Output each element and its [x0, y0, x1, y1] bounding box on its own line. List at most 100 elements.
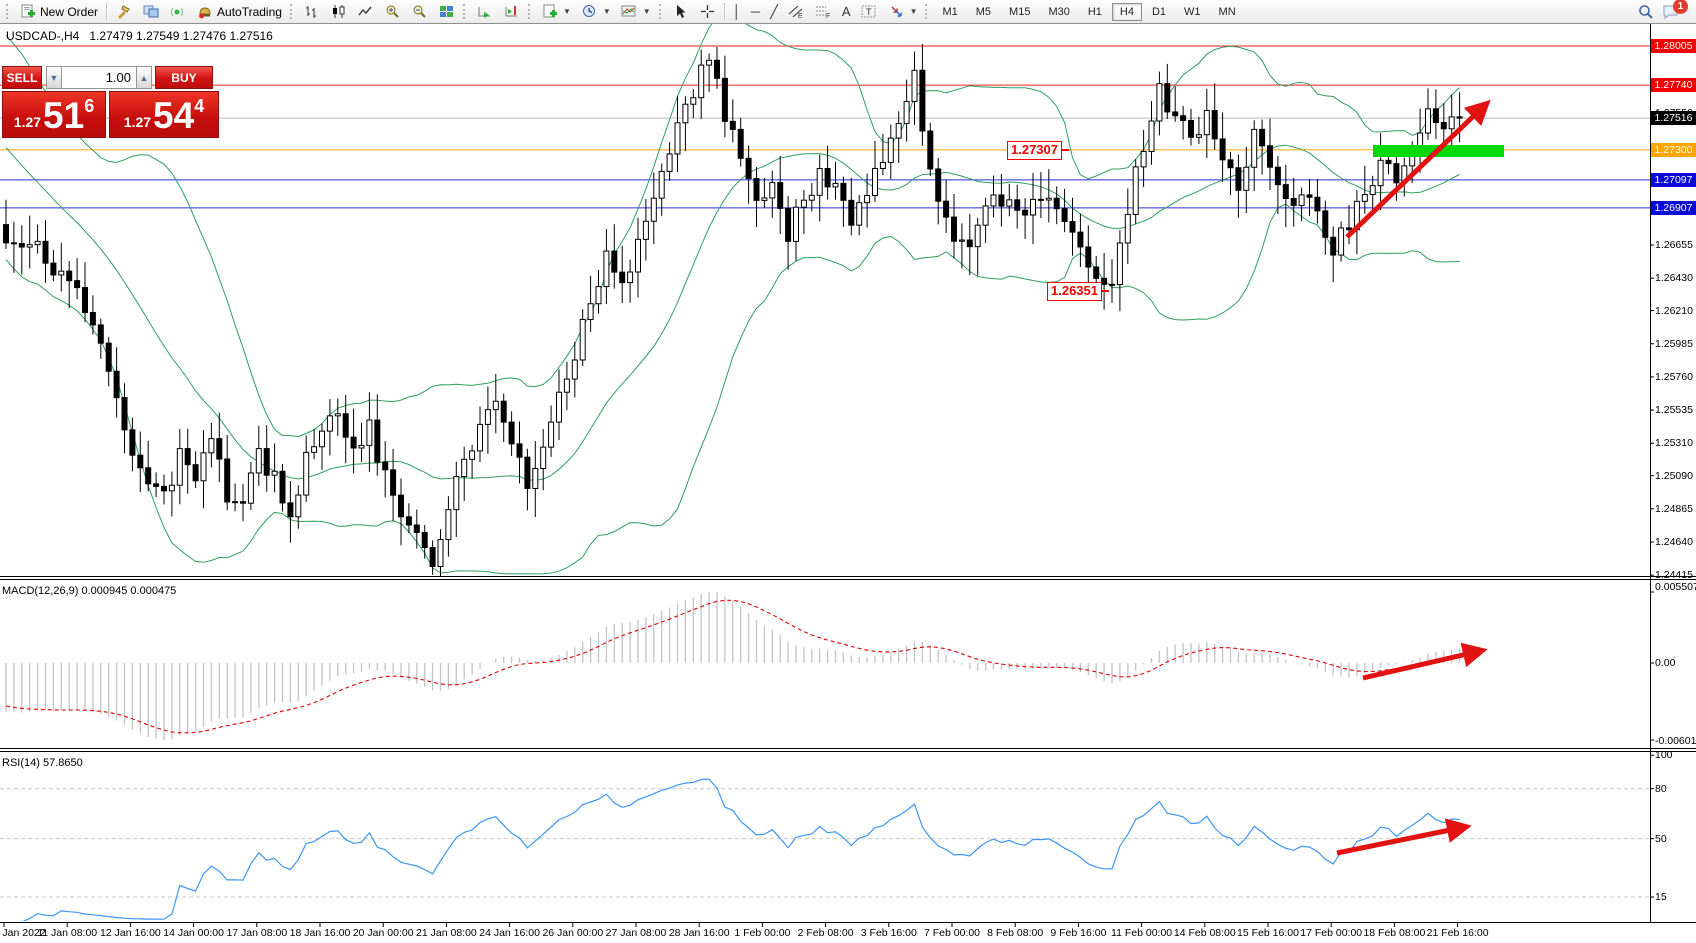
trend-arrow-price[interactable] [1345, 99, 1491, 239]
search-icon[interactable] [1637, 3, 1654, 20]
equidistant-channel-icon: E [788, 3, 805, 20]
toolbar-grip [658, 4, 664, 19]
profiles-button[interactable] [137, 1, 164, 23]
horizontal-line-tool-button[interactable]: ─ [746, 1, 765, 23]
candlestick [864, 195, 871, 204]
time-axis-label: 15 Feb 16:00 [1237, 927, 1299, 939]
autotrading-button[interactable]: AutoTrading [191, 1, 287, 23]
trend-arrow-macd[interactable] [1362, 642, 1488, 681]
price-tick-label: 1.25985 [1655, 337, 1693, 350]
rsi-panel[interactable] [0, 778, 1650, 922]
templates-dropdown[interactable]: ▼ [616, 1, 656, 23]
candlestick [887, 137, 894, 163]
current-price-badge: 1.27516 [1651, 111, 1696, 126]
price-annotation[interactable]: 1.27307 [1007, 141, 1069, 160]
signals-button[interactable] [164, 1, 191, 23]
trendline-tool-button[interactable]: ╱ [765, 1, 783, 23]
candlestick [800, 199, 807, 208]
candlestick [1124, 213, 1131, 244]
volume-input[interactable]: 1.00 [62, 66, 136, 89]
macd-panel[interactable] [5, 592, 1461, 740]
candlestick [1093, 266, 1100, 279]
candlestick [184, 448, 191, 466]
new-chart-dropdown[interactable]: ▼ [536, 1, 576, 23]
candlestick [303, 451, 310, 496]
sell-button[interactable]: SELL [2, 66, 42, 89]
profiles-icon [142, 3, 159, 20]
time-axis-label: 3 Feb 16:00 [860, 927, 917, 939]
channel-tool-button[interactable]: E [783, 1, 810, 23]
candlestick [153, 483, 160, 487]
macd-scale-max: 0.005507 [1655, 581, 1696, 593]
timeframe-button-w1[interactable]: W1 [1184, 5, 1201, 18]
timeframe-button-mn[interactable]: MN [1218, 5, 1236, 18]
candlestick [176, 448, 183, 486]
candlestick [1140, 150, 1147, 168]
candlestick-mode-button[interactable] [325, 1, 352, 23]
timeframe-button-h1[interactable]: H1 [1087, 5, 1102, 18]
fibonacci-tool-button[interactable]: F [810, 1, 837, 23]
candlestick [1211, 110, 1218, 140]
timeframe-button-h4[interactable]: H4 [1111, 2, 1142, 21]
chart-shift-button[interactable] [498, 1, 525, 23]
timeframe-button-m15[interactable]: M15 [1009, 5, 1031, 18]
zoom-out-button[interactable] [406, 1, 433, 23]
bollinger-upper-band [5, 24, 1460, 438]
candlestick [1393, 163, 1400, 184]
tools-button[interactable] [110, 1, 137, 23]
svg-text:T: T [866, 7, 872, 17]
auto-scroll-button[interactable] [471, 1, 498, 23]
candlestick [1456, 116, 1463, 119]
bollinger-middle-band [5, 144, 1460, 481]
rsi-scale-label-100: 100 [1655, 749, 1673, 762]
candlestick [556, 391, 562, 423]
macd-values: 0.000945 0.000475 [81, 585, 177, 597]
candlestick [469, 450, 476, 460]
arrows-tool-dropdown[interactable]: ▼ [883, 1, 923, 23]
zoom-in-button[interactable] [379, 1, 406, 23]
candlestick [903, 100, 910, 124]
buy-button[interactable]: BUY [155, 66, 213, 89]
main-chart-panel[interactable] [0, 16, 1650, 586]
trend-arrow-rsi[interactable] [1336, 818, 1472, 856]
vertical-line-tool-button[interactable]: │ [728, 1, 746, 23]
sell-price-panel[interactable]: 1.27 51 6 [2, 91, 106, 138]
crosshair-tool-button[interactable] [694, 1, 721, 23]
volume-increase-button[interactable]: ▲ [136, 66, 152, 89]
rsi-scale-label-80: 80 [1655, 782, 1667, 795]
candlestick [34, 240, 41, 246]
candlestick [1069, 220, 1076, 233]
tile-windows-button[interactable] [433, 1, 460, 23]
periods-dropdown[interactable]: ▼ [576, 1, 616, 23]
candlestick [690, 97, 697, 105]
new-order-button[interactable]: New Order [14, 1, 103, 23]
text-tool-button[interactable]: A [837, 1, 856, 23]
volume-decrease-button[interactable]: ▼ [46, 66, 62, 89]
candlestick [429, 547, 436, 567]
zoom-out-icon [411, 3, 428, 20]
timeframe-button-d1[interactable]: D1 [1151, 5, 1167, 18]
candlestick [240, 501, 246, 504]
timeframe-button-m1[interactable]: M1 [942, 5, 958, 18]
price-annotation[interactable]: 1.26351 [1047, 282, 1109, 301]
candlestick [97, 324, 104, 344]
candlestick [674, 122, 681, 155]
chevron-down-icon: ▼ [909, 7, 918, 16]
line-chart-mode-button[interactable] [352, 1, 379, 23]
candlestick [492, 400, 499, 411]
buy-price-panel[interactable]: 1.27 54 4 [109, 91, 219, 138]
candlestick [192, 464, 199, 482]
cursor-tool-button[interactable] [667, 1, 694, 23]
timeframe-button-m30[interactable]: M30 [1048, 5, 1070, 18]
candlestick [966, 239, 973, 248]
candlestick [990, 194, 997, 207]
candlestick [1077, 231, 1084, 248]
candlestick [1440, 122, 1447, 130]
candlestick [1282, 184, 1289, 199]
bar-chart-mode-button[interactable] [298, 1, 325, 23]
timeframe-button-m5[interactable]: M5 [975, 5, 992, 18]
label-tool-button[interactable]: T [856, 1, 883, 23]
notifications-button[interactable]: 1 [1662, 0, 1688, 20]
candlestick [42, 240, 49, 264]
